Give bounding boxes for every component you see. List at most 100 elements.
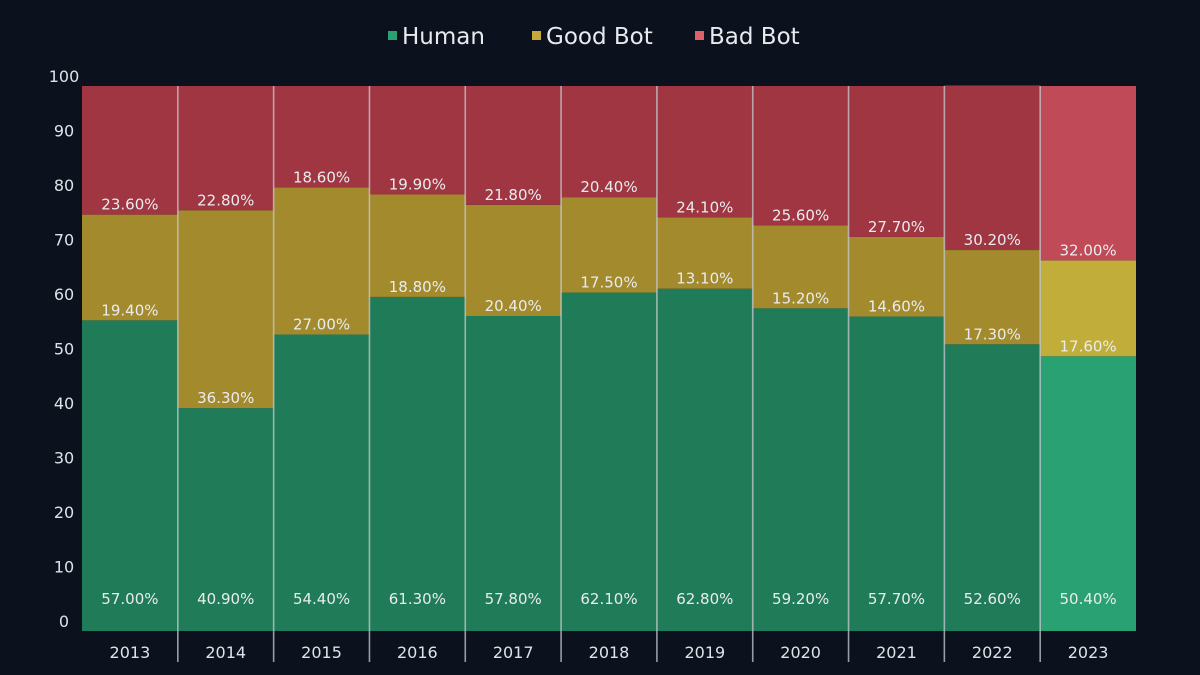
value-label-bad-bot-2020: 25.60% [772, 207, 829, 225]
bar-good-bot-2020 [752, 225, 849, 309]
y-tick-label: 70 [54, 231, 74, 250]
value-label-good-bot-2013: 19.40% [101, 301, 158, 319]
value-labels: 57.00% 19.40% 23.60% 40.90% 36.30% 22.80% 54.4… [101, 168, 1116, 608]
value-label-human-2019: 62.80% [676, 590, 733, 608]
bar-bad-bot-2020 [752, 86, 849, 226]
bar-bad-bot-2021 [848, 86, 945, 237]
value-label-human-2021: 57.70% [868, 590, 925, 608]
value-label-bad-bot-2019: 24.10% [676, 198, 733, 216]
bar-good-bot-2017 [465, 204, 562, 316]
bar-bad-bot-2022 [944, 85, 1041, 251]
legend-swatch-bad-bot [695, 31, 704, 40]
value-label-good-bot-2018: 17.50% [580, 274, 637, 292]
bar-bad-bot-2016 [369, 86, 466, 195]
y-tick-label: 100 [49, 67, 80, 86]
bar-bad-bot-2013 [82, 86, 178, 215]
bar-good-bot-2018 [561, 197, 657, 293]
x-tick-label-2015: 2015 [301, 643, 342, 662]
x-tick-label-2021: 2021 [876, 643, 917, 662]
value-label-bad-bot-2018: 20.40% [580, 178, 637, 196]
x-tick-label-2013: 2013 [110, 643, 151, 662]
value-label-human-2013: 57.00% [101, 590, 158, 608]
value-label-good-bot-2014: 36.30% [197, 389, 254, 407]
bar-bad-bot-2023 [1040, 86, 1136, 261]
x-tick-label-2016: 2016 [397, 643, 438, 662]
x-tick-label-2019: 2019 [684, 643, 725, 662]
bar-bad-bot-2018 [561, 86, 657, 198]
x-tick-label-2014: 2014 [205, 643, 246, 662]
value-label-bad-bot-2015: 18.60% [293, 168, 350, 186]
y-tick-label: 20 [54, 503, 74, 522]
y-tick-label: 80 [54, 176, 74, 195]
bar-bad-bot-2019 [656, 86, 753, 218]
legend-label-bad-bot: Bad Bot [709, 24, 800, 50]
x-tick-label-2020: 2020 [780, 643, 821, 662]
bar-human-2015 [273, 334, 370, 631]
bar-good-bot-2022 [944, 250, 1041, 345]
y-tick-label: 0 [59, 612, 69, 631]
value-label-bad-bot-2016: 19.90% [389, 175, 446, 193]
value-label-bad-bot-2021: 27.70% [868, 218, 925, 236]
value-label-bad-bot-2013: 23.60% [101, 196, 158, 214]
bar-good-bot-2016 [369, 194, 466, 297]
value-label-bad-bot-2022: 30.20% [964, 231, 1021, 249]
bar-bad-bot-2017 [465, 86, 562, 205]
x-tick-label-2023: 2023 [1068, 643, 1109, 662]
bar-human-2017 [465, 315, 562, 631]
bar-bad-bot-2014 [177, 86, 274, 211]
bars [82, 85, 1136, 631]
value-label-human-2020: 59.20% [772, 590, 829, 608]
y-tick-label: 30 [54, 449, 74, 468]
bar-human-2019 [656, 288, 753, 631]
value-label-human-2014: 40.90% [197, 590, 254, 608]
bar-good-bot-2015 [273, 187, 370, 335]
value-label-human-2022: 52.60% [964, 590, 1021, 608]
bar-good-bot-2014 [177, 210, 274, 409]
value-label-good-bot-2022: 17.30% [964, 325, 1021, 343]
bar-human-2020 [752, 308, 849, 631]
y-tick-label: 50 [54, 340, 74, 359]
bar-human-2023 [1040, 356, 1136, 631]
value-label-bad-bot-2017: 21.80% [485, 186, 542, 204]
legend-swatch-human [388, 31, 397, 40]
bar-bad-bot-2015 [273, 86, 370, 188]
bar-good-bot-2013 [82, 214, 178, 321]
bar-human-2021 [848, 316, 945, 631]
column-separators [177, 86, 1041, 662]
x-tick-label-2018: 2018 [589, 643, 630, 662]
x-axis: 2013 2014 2015 2016 2017 2018 2019 2020 2021 2022… [110, 643, 1109, 662]
bar-good-bot-2021 [848, 236, 945, 317]
legend-swatch-good-bot [532, 31, 541, 40]
bar-human-2014 [177, 408, 274, 631]
y-axis: 0 10 20 30 40 50 60 70 80 90 100 [49, 67, 80, 631]
value-label-good-bot-2021: 14.60% [868, 298, 925, 316]
legend-label-human: Human [402, 24, 485, 50]
x-tick-label-2022: 2022 [972, 643, 1013, 662]
bar-human-2016 [369, 296, 466, 631]
y-tick-label: 60 [54, 285, 74, 304]
value-label-good-bot-2023: 17.60% [1059, 337, 1116, 355]
bar-human-2013 [82, 320, 178, 631]
value-label-bad-bot-2014: 22.80% [197, 191, 254, 209]
value-label-human-2018: 62.10% [580, 590, 637, 608]
value-label-good-bot-2017: 20.40% [485, 297, 542, 315]
y-tick-label: 90 [54, 122, 74, 141]
bar-good-bot-2023 [1040, 260, 1136, 357]
value-label-bad-bot-2023: 32.00% [1059, 241, 1116, 259]
value-label-good-bot-2015: 27.00% [293, 316, 350, 334]
value-label-human-2023: 50.40% [1059, 590, 1116, 608]
legend-label-good-bot: Good Bot [546, 24, 653, 50]
value-label-good-bot-2019: 13.10% [676, 270, 733, 288]
bar-human-2018 [561, 292, 657, 631]
value-label-good-bot-2016: 18.80% [389, 278, 446, 296]
bar-good-bot-2019 [656, 217, 753, 289]
value-label-good-bot-2020: 15.20% [772, 289, 829, 307]
bar-human-2022 [944, 344, 1041, 631]
value-label-human-2015: 54.40% [293, 590, 350, 608]
y-tick-label: 10 [54, 558, 74, 577]
value-label-human-2016: 61.30% [389, 590, 446, 608]
x-tick-label-2017: 2017 [493, 643, 534, 662]
value-label-human-2017: 57.80% [485, 590, 542, 608]
legend: Human Good Bot Bad Bot [388, 24, 800, 50]
